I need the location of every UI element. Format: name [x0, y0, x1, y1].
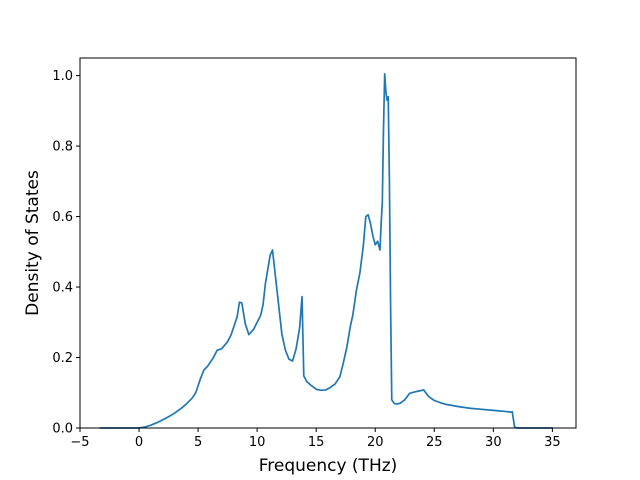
- y-tick-label: 0.2: [52, 351, 73, 366]
- dos-series-line: [99, 73, 554, 429]
- x-tick-label: 5: [194, 435, 202, 450]
- x-tick-label: 15: [308, 435, 325, 450]
- x-tick-label: 35: [544, 435, 561, 450]
- y-tick-label: 0.0: [52, 422, 73, 437]
- y-tick-label: 1.0: [52, 69, 73, 84]
- x-tick-label: 30: [485, 435, 502, 450]
- axes-frame: [79, 57, 577, 429]
- x-axis-label: Frequency (THz): [259, 456, 398, 476]
- y-tick-label: 0.6: [52, 210, 73, 225]
- x-tick-label: 20: [367, 435, 384, 450]
- y-tick-label: 0.4: [52, 281, 73, 296]
- x-tick-label: 25: [426, 435, 443, 450]
- axis-ticks: −5 0 5 10 15 20 25 30 35 0.0 0.2 0.4 0.6 0.8 1.0: [52, 69, 560, 450]
- y-tick-label: 0.8: [52, 140, 73, 155]
- x-tick-label: 10: [249, 435, 266, 450]
- plot-area: [99, 73, 554, 429]
- y-axis-label: Density of States: [23, 170, 43, 316]
- x-tick-label: −5: [70, 435, 89, 450]
- x-tick-label: 0: [135, 435, 143, 450]
